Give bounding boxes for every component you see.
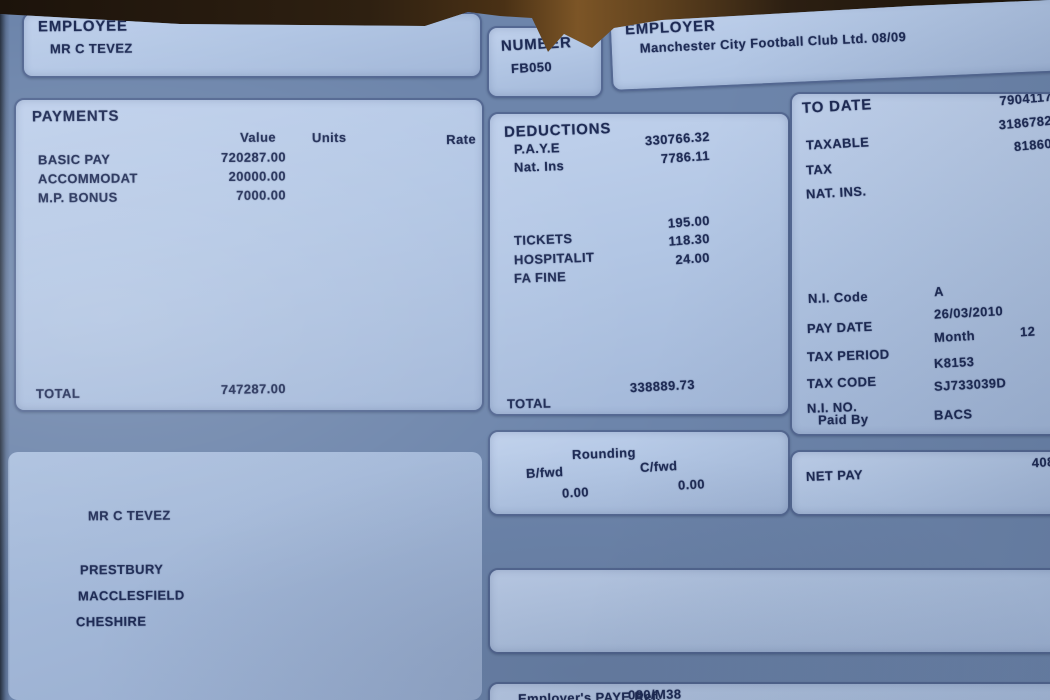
tax-period-label: TAX PERIOD bbox=[806, 346, 890, 365]
cfwd-value: 0.00 bbox=[677, 476, 706, 493]
ni-code-value: A bbox=[933, 283, 945, 300]
payment-row-label: ACCOMMODAT bbox=[37, 170, 138, 187]
paid-by-label: Paid By bbox=[817, 411, 869, 428]
deduction-row-value: 7786.11 bbox=[660, 147, 711, 167]
deduction-row-label: TICKETS bbox=[513, 230, 573, 249]
tax-code-label: TAX CODE bbox=[806, 373, 877, 392]
address-area: MR C TEVEZ PRESTBURY MACCLESFIELD CHESHI… bbox=[8, 452, 482, 700]
to-date-natins-label: NAT. INS. bbox=[805, 183, 867, 202]
payment-row-value: 720287.00 bbox=[220, 149, 287, 166]
payment-row-label: M.P. BONUS bbox=[37, 189, 118, 206]
pay-date-value: 26/03/2010 bbox=[933, 303, 1004, 322]
ni-no-value: SJ733039D bbox=[933, 375, 1007, 394]
message-panel bbox=[488, 568, 1050, 654]
ni-code-label: N.I. Code bbox=[807, 288, 869, 307]
to-date-tax-label: TAX bbox=[805, 161, 833, 178]
deduction-row-value: 24.00 bbox=[674, 249, 711, 268]
number-box: NUMBER FB050 bbox=[487, 26, 603, 98]
net-pay-value: 40839 bbox=[1031, 453, 1050, 471]
number-label: NUMBER bbox=[500, 34, 573, 55]
column-header-rate: Rate bbox=[446, 131, 477, 148]
deductions-total-label: TOTAL bbox=[506, 395, 552, 412]
deduction-row-label: P.A.Y.E bbox=[513, 140, 561, 157]
paid-by-value: BACS bbox=[933, 406, 973, 423]
address-line: CHESHIRE bbox=[75, 613, 147, 630]
payment-row-value: 20000.00 bbox=[228, 168, 287, 184]
address-line: MACCLESFIELD bbox=[77, 587, 185, 604]
employer-box: EMPLOYER Manchester City Football Club L… bbox=[608, 0, 1050, 92]
payments-title: PAYMENTS bbox=[31, 107, 120, 126]
employee-name: MR C TEVEZ bbox=[49, 40, 133, 57]
employee-label: EMPLOYEE bbox=[37, 17, 128, 36]
address-line: MR C TEVEZ bbox=[87, 507, 171, 524]
bfwd-label: B/fwd bbox=[525, 464, 564, 481]
deduction-row-label: Nat. Ins bbox=[513, 158, 565, 175]
employee-box: EMPLOYEE MR C TEVEZ bbox=[22, 12, 482, 78]
bfwd-value: 0.00 bbox=[561, 484, 590, 501]
net-pay-label: NET PAY bbox=[805, 467, 864, 484]
payment-row-value: 7000.00 bbox=[236, 187, 287, 203]
column-header-units: Units bbox=[311, 129, 347, 146]
address-line: PRESTBURY bbox=[79, 561, 164, 578]
payments-total-label: TOTAL bbox=[35, 385, 81, 402]
rounding-panel: Rounding B/fwd C/fwd 0.00 0.00 bbox=[488, 430, 790, 516]
cfwd-label: C/fwd bbox=[639, 458, 678, 475]
deduction-row-label: FA FINE bbox=[513, 269, 567, 286]
deductions-total-value: 338889.73 bbox=[629, 376, 696, 396]
employer-label: EMPLOYER bbox=[624, 17, 716, 39]
paye-ref-panel: Employer's PAYE Ref. 080/M38 bbox=[488, 682, 1050, 700]
number-value: FB050 bbox=[510, 58, 553, 77]
payments-total-value: 747287.00 bbox=[220, 380, 287, 398]
payments-panel: PAYMENTS Value Units Rate BASIC PAY 7202… bbox=[14, 98, 484, 412]
payment-row-label: BASIC PAY bbox=[37, 151, 111, 168]
to-date-panel: TO DATE 7904117.4 3186782.4 81860.3 TAXA… bbox=[790, 92, 1050, 436]
paye-ref-value: 080/M38 bbox=[627, 686, 682, 700]
tax-period-value: Month bbox=[933, 327, 976, 346]
pay-date-label: PAY DATE bbox=[806, 318, 873, 337]
column-header-value: Value bbox=[239, 129, 277, 145]
rounding-title: Rounding bbox=[571, 444, 637, 463]
to-date-taxable-label: TAXABLE bbox=[805, 134, 870, 153]
tax-code-value: K8153 bbox=[933, 353, 975, 372]
deductions-panel: DEDUCTIONS P.A.Y.E 330766.32 Nat. Ins 77… bbox=[488, 112, 790, 416]
tax-period-number: 12 bbox=[1019, 323, 1036, 340]
photo-left-edge bbox=[0, 0, 10, 700]
deduction-row-label: HOSPITALIT bbox=[513, 249, 595, 268]
net-pay-panel: NET PAY 40839 bbox=[790, 450, 1050, 516]
